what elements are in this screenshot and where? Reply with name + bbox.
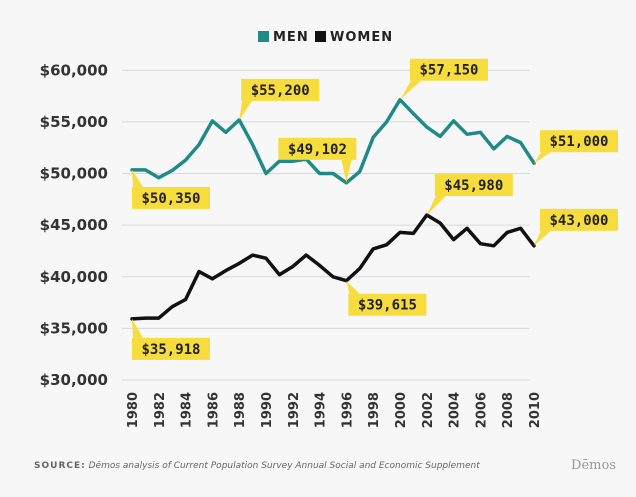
callout-label: $43,000 xyxy=(549,213,608,229)
callouts: $50,350 $55,200 $49,102 $57,150 $51,000 $35,9… xyxy=(132,58,618,360)
callout-label: $35,918 xyxy=(141,342,200,358)
callout-box xyxy=(540,208,618,231)
callout-box xyxy=(132,186,210,209)
x-tick-label: 1994 xyxy=(314,392,329,428)
source-text: Dēmos analysis of Current Population Sur… xyxy=(88,461,480,471)
callout-men-2000: $57,150 xyxy=(400,58,488,100)
callout-pointer xyxy=(341,159,352,183)
callout-pointer xyxy=(132,318,143,338)
x-tick-label: 1992 xyxy=(287,392,302,428)
callout-women-1996: $39,615 xyxy=(346,280,427,316)
y-axis-ticks: $30,000 $35,000 $40,000 $45,000 $50,000 $55,0… xyxy=(40,61,108,389)
y-tick-label: $60,000 xyxy=(40,61,108,79)
x-tick-label: 1986 xyxy=(206,392,221,428)
brand-logo: Dēmos xyxy=(571,458,616,473)
callout-label: $55,200 xyxy=(251,83,310,99)
callout-label: $51,000 xyxy=(549,134,608,150)
callout-box xyxy=(132,337,210,360)
x-tick-label: 1984 xyxy=(180,392,195,428)
y-tick-label: $40,000 xyxy=(40,268,108,286)
callout-women-2002: $45,980 xyxy=(426,174,513,216)
x-tick-label: 2010 xyxy=(528,392,543,428)
callout-men-1980: $50,350 xyxy=(132,169,210,209)
series-line-women xyxy=(130,213,536,321)
y-tick-label: $55,000 xyxy=(40,113,108,131)
callout-box xyxy=(278,137,357,160)
callout-label: $57,150 xyxy=(419,63,478,79)
callout-pointer xyxy=(400,80,421,100)
legend-label-men: MEN xyxy=(273,30,309,45)
callout-pointer xyxy=(132,169,143,187)
callout-pointer xyxy=(534,152,551,164)
callout-box xyxy=(410,58,488,81)
callout-label: $50,350 xyxy=(141,191,200,207)
callout-women-2010: $43,000 xyxy=(534,208,618,246)
x-tick-label: 1988 xyxy=(233,392,248,428)
callout-box xyxy=(540,130,618,153)
y-tick-label: $50,000 xyxy=(40,165,108,183)
callout-pointer xyxy=(426,196,446,216)
x-tick-label: 2002 xyxy=(421,392,436,428)
x-axis-ticks: 1980 1982 1984 1986 1988 1990 1992 1994 1996 1998… xyxy=(126,392,543,428)
x-tick-label: 1990 xyxy=(260,392,275,428)
y-tick-label: $30,000 xyxy=(40,371,108,389)
callout-label: $49,102 xyxy=(288,142,347,158)
x-tick-label: 2008 xyxy=(501,392,516,428)
callout-men-1988: $55,200 xyxy=(239,78,320,120)
callout-box xyxy=(241,78,320,101)
legend-label-women: WOMEN xyxy=(330,30,393,45)
x-tick-label: 2006 xyxy=(474,392,489,428)
y-tick-label: $45,000 xyxy=(40,216,108,234)
x-tick-label: 2000 xyxy=(394,392,409,428)
callout-women-1980: $35,918 xyxy=(132,318,210,360)
legend-swatch-men xyxy=(258,31,269,42)
callout-box xyxy=(434,174,513,197)
source-label: SOURCE: xyxy=(34,461,86,471)
callout-men-2010: $51,000 xyxy=(534,130,618,164)
callout-pointer xyxy=(346,280,360,294)
callout-label: $39,615 xyxy=(358,298,417,314)
x-tick-label: 1998 xyxy=(367,392,382,428)
x-tick-label: 1996 xyxy=(340,392,355,428)
source-note: SOURCE: Dēmos analysis of Current Popula… xyxy=(34,461,480,471)
callout-pointer xyxy=(239,100,253,120)
legend-swatch-women xyxy=(315,31,326,42)
x-tick-label: 1982 xyxy=(153,392,168,428)
grid xyxy=(122,69,530,381)
callout-box xyxy=(348,293,427,316)
y-tick-label: $35,000 xyxy=(40,319,108,337)
callout-pointer xyxy=(534,230,551,246)
series-line-men xyxy=(130,97,536,185)
callout-label: $45,980 xyxy=(444,178,503,194)
legend: MEN WOMEN xyxy=(258,30,393,45)
series-lines xyxy=(130,97,536,321)
callout-men-1996: $49,102 xyxy=(278,137,357,183)
x-tick-label: 2004 xyxy=(448,392,463,428)
x-tick-label: 1980 xyxy=(126,392,141,428)
